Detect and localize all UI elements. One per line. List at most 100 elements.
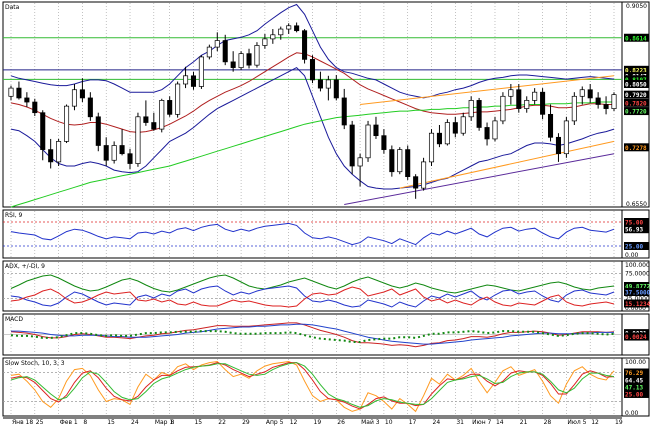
- candle-body: [32, 101, 38, 114]
- candle: [532, 88, 538, 105]
- price-tag-bg: [624, 218, 649, 226]
- candle-body: [135, 116, 141, 164]
- candle-body: [230, 61, 236, 68]
- candle: [436, 125, 442, 148]
- price-tag-label: 49.8772: [625, 284, 650, 291]
- candle-body: [40, 112, 46, 150]
- candle: [151, 112, 157, 131]
- candle: [381, 129, 387, 154]
- candle-body: [87, 97, 93, 118]
- candle-body: [79, 89, 85, 99]
- candle-body: [492, 120, 498, 140]
- trendline: [344, 153, 615, 206]
- candle: [71, 84, 78, 111]
- candle: [135, 112, 141, 167]
- x-tick-label: 21: [520, 419, 528, 426]
- candle: [333, 74, 339, 101]
- x-tick-label: Май 3: [361, 419, 380, 426]
- candle: [373, 116, 379, 139]
- price-tag-label: 64.45: [625, 378, 643, 385]
- candle: [389, 145, 395, 177]
- candle-body: [476, 100, 482, 128]
- candle-body: [325, 79, 331, 89]
- candle-body: [405, 149, 411, 178]
- candle-body: [555, 136, 561, 155]
- x-tick-label: Янв 18: [12, 419, 33, 426]
- candle-body: [95, 116, 101, 146]
- candle-body: [484, 127, 490, 140]
- price-tag-bg: [624, 33, 649, 42]
- candle-body: [206, 46, 212, 58]
- candle: [444, 119, 450, 146]
- indicator-line: [10, 360, 615, 413]
- y-tick-label: 100.0000: [625, 262, 650, 269]
- price-tag: 0.0024: [624, 332, 649, 341]
- price-tag-bg: [624, 143, 649, 152]
- price-tag: 15.1234: [624, 299, 650, 308]
- candle: [111, 141, 117, 164]
- price-tag: 47.13: [624, 383, 649, 392]
- candle-body: [159, 100, 165, 130]
- price-tag-bg: [624, 80, 649, 88]
- candle: [278, 26, 284, 40]
- x-tick-label: Июл 5: [567, 419, 586, 426]
- candle-body: [508, 89, 514, 97]
- x-tick-label: 17: [409, 419, 417, 426]
- candle-body: [48, 149, 54, 163]
- candle-body: [444, 122, 450, 145]
- candle: [198, 55, 204, 89]
- candle: [365, 120, 371, 162]
- candle: [230, 51, 236, 72]
- x-tick-label: 10: [385, 419, 393, 426]
- candle: [8, 85, 14, 101]
- price-tag-bg: [624, 107, 649, 116]
- candle-body: [151, 122, 157, 130]
- trendline: [399, 140, 615, 189]
- candle-body: [516, 89, 522, 109]
- indicator-line: [10, 285, 615, 308]
- candle: [119, 129, 125, 156]
- price-tag-bg: [624, 383, 649, 391]
- candle-body: [603, 104, 609, 109]
- trendline: [360, 75, 615, 105]
- y-tick-label: 0.0000: [625, 305, 646, 312]
- candle: [95, 112, 101, 152]
- pane-title: Data: [5, 4, 20, 11]
- price-tag: 25.00: [624, 389, 649, 398]
- price-tag: 75.00: [624, 218, 649, 227]
- candle: [302, 29, 308, 64]
- price-tag-bg: [624, 65, 649, 74]
- price-tag-bg: [624, 282, 649, 290]
- candle-body: [64, 105, 70, 142]
- price-tag: 25.00: [624, 242, 649, 251]
- candle: [349, 120, 355, 175]
- candle: [428, 129, 435, 166]
- candle-body: [262, 38, 268, 46]
- indicator-line: [10, 330, 615, 343]
- candle-body: [71, 89, 78, 107]
- x-tick-label: 15: [194, 419, 202, 426]
- candle: [24, 92, 30, 107]
- price-tag: 64.45: [624, 376, 649, 385]
- price-tag: 0.7720: [624, 107, 649, 116]
- candle-body: [270, 34, 276, 40]
- candle-body: [452, 122, 458, 134]
- candle: [183, 66, 189, 89]
- pane-title: Slow Stoch, 10, 3, 3: [5, 360, 65, 367]
- pane-stoch: Slow Stoch, 10, 3, 3: [2, 357, 650, 417]
- candle: [603, 96, 609, 115]
- candle: [547, 104, 554, 142]
- candle-body: [397, 149, 403, 173]
- candles: [8, 22, 617, 199]
- candle: [500, 92, 506, 125]
- y-tick-label: 0.00: [625, 410, 639, 417]
- price-tag-bg: [624, 242, 649, 250]
- candle-body: [436, 132, 442, 145]
- price-tag: 49.8772: [624, 282, 650, 291]
- y-tick-label: 0.00: [625, 252, 639, 259]
- candle-body: [8, 87, 14, 97]
- candle: [262, 33, 268, 49]
- candle-body: [198, 56, 204, 87]
